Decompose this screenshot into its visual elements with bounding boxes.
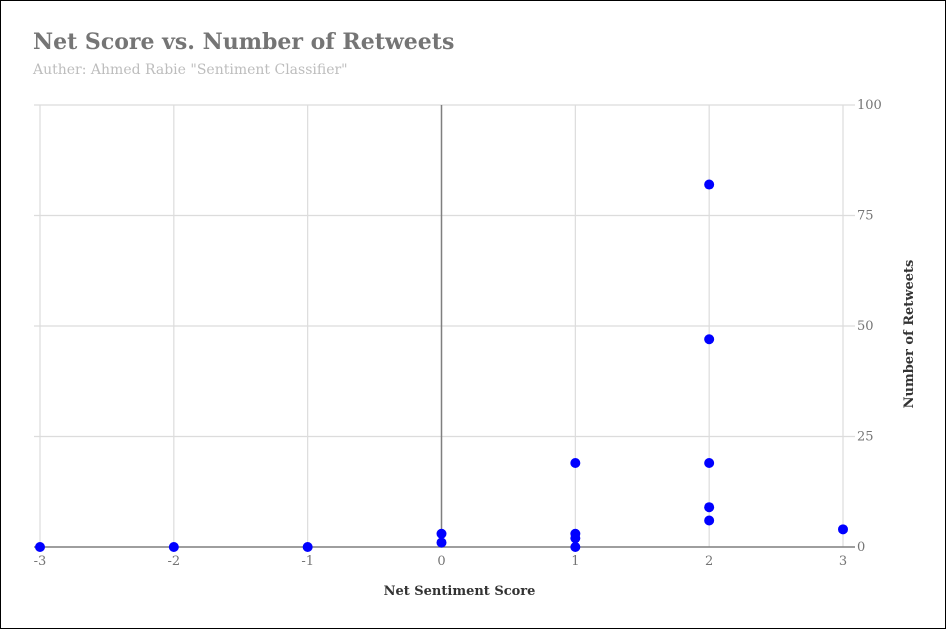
x-tick-label: 0 xyxy=(437,554,445,569)
data-point xyxy=(838,524,848,535)
data-point xyxy=(570,542,581,552)
y-tick-label: 75 xyxy=(857,209,874,224)
x-tick-label: -3 xyxy=(34,554,47,569)
data-point xyxy=(35,542,45,552)
x-tick-label: 2 xyxy=(705,554,713,569)
x-axis-title: Net Sentiment Score xyxy=(384,584,536,599)
y-tick-label: 0 xyxy=(857,540,865,555)
data-point xyxy=(704,458,715,469)
data-point xyxy=(168,542,179,552)
data-point xyxy=(570,458,581,469)
data-point xyxy=(704,502,715,513)
data-point xyxy=(704,515,715,526)
y-tick-label: 25 xyxy=(857,430,874,445)
x-tick-label: -2 xyxy=(167,554,180,569)
y-tick-label: 50 xyxy=(857,319,874,334)
gridlines xyxy=(34,104,855,547)
data-point xyxy=(704,179,715,190)
data-point xyxy=(436,528,447,539)
data-point xyxy=(436,537,447,548)
x-tick-label: 3 xyxy=(839,554,847,569)
x-tick-label: 1 xyxy=(571,554,579,569)
y-tick-label: 100 xyxy=(857,98,882,113)
chart-subtitle: Auther: Ahmed Rabie "Sentiment Classifie… xyxy=(33,62,348,78)
data-point xyxy=(570,528,581,539)
data-point xyxy=(704,334,715,345)
data-point xyxy=(302,542,313,552)
y-axis-title: Number of Retweets xyxy=(902,260,917,409)
chart-title: Net Score vs. Number of Retweets xyxy=(33,29,455,55)
x-tick-label: -1 xyxy=(301,554,314,569)
data-points xyxy=(35,179,848,552)
